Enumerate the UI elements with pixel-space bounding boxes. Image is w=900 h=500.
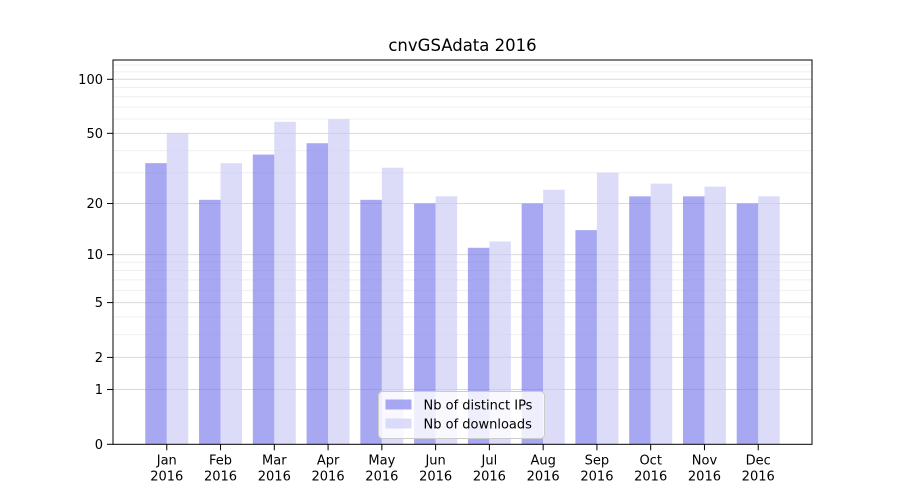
bar-distinct-ips bbox=[682, 196, 705, 445]
x-tick-month-label: Jul bbox=[481, 453, 498, 468]
x-tick-year-label: 2016 bbox=[634, 469, 667, 484]
plot-border bbox=[112, 59, 813, 445]
bar-downloads bbox=[704, 186, 726, 445]
bar-distinct-ips bbox=[575, 230, 597, 445]
y-tick-label: 10 bbox=[86, 248, 103, 263]
bar-distinct-ips bbox=[306, 143, 329, 445]
y-tick-label: 20 bbox=[86, 197, 103, 212]
y-tick-label: 2 bbox=[95, 351, 103, 366]
x-tick-month-label: Sep bbox=[585, 453, 610, 468]
x-tick-year-label: 2016 bbox=[365, 469, 398, 484]
bar-layer bbox=[145, 119, 780, 445]
chart-title: cnvGSAdata 2016 bbox=[388, 36, 536, 55]
x-tick-year-label: 2016 bbox=[419, 469, 452, 484]
bar-downloads bbox=[381, 167, 404, 445]
y-tick-label: 1 bbox=[95, 383, 103, 398]
x-tick-year-label: 2016 bbox=[150, 469, 183, 484]
x-tick-year-label: 2016 bbox=[580, 469, 613, 484]
y-tick-label: 50 bbox=[86, 127, 103, 142]
x-tick-month-label: Jun bbox=[424, 453, 445, 468]
x-tick-year-label: 2016 bbox=[688, 469, 721, 484]
legend-swatch-distinct-ips bbox=[385, 399, 412, 410]
legend-label: Nb of downloads bbox=[424, 418, 533, 433]
y-tick-label: 100 bbox=[78, 73, 103, 88]
bar-downloads bbox=[166, 133, 189, 445]
x-tick-year-label: 2016 bbox=[527, 469, 560, 484]
bar-downloads bbox=[758, 196, 780, 445]
bar-distinct-ips bbox=[629, 196, 651, 445]
x-tick-year-label: 2016 bbox=[742, 469, 775, 484]
bar-downloads bbox=[435, 196, 458, 445]
bar-downloads bbox=[328, 119, 350, 445]
legend: Nb of distinct IPs Nb of downloads bbox=[378, 391, 545, 439]
bar-distinct-ips bbox=[521, 203, 544, 445]
x-tick-month-label: Jan bbox=[156, 453, 177, 468]
x-tick-year-label: 2016 bbox=[312, 469, 345, 484]
x-tick-year-label: 2016 bbox=[258, 469, 291, 484]
x-tick-year-label: 2016 bbox=[473, 469, 506, 484]
bar-downloads bbox=[543, 189, 565, 445]
x-tick-month-label: Oct bbox=[639, 453, 661, 468]
bar-distinct-ips bbox=[252, 154, 275, 445]
bar-distinct-ips bbox=[360, 199, 382, 445]
bar-downloads bbox=[596, 172, 619, 445]
bar-distinct-ips bbox=[199, 199, 221, 445]
axis-layer: 0125102050100Jan2016Feb2016Mar2016Apr201… bbox=[78, 59, 813, 484]
bar-downloads bbox=[220, 163, 243, 445]
y-tick-label: 5 bbox=[95, 296, 103, 311]
legend-label: Nb of distinct IPs bbox=[424, 399, 533, 414]
x-tick-month-label: Feb bbox=[209, 453, 232, 468]
bar-distinct-ips bbox=[736, 203, 759, 445]
legend-swatch-downloads bbox=[385, 418, 412, 429]
bar-downloads bbox=[274, 121, 296, 445]
x-tick-month-label: Mar bbox=[262, 453, 287, 468]
y-tick-label: 0 bbox=[95, 438, 103, 453]
x-tick-year-label: 2016 bbox=[204, 469, 237, 484]
bar-distinct-ips bbox=[414, 203, 436, 445]
x-tick-month-label: Nov bbox=[692, 453, 718, 468]
x-tick-month-label: Dec bbox=[746, 453, 771, 468]
x-tick-month-label: Apr bbox=[317, 453, 340, 468]
x-tick-month-label: May bbox=[368, 453, 395, 468]
legend-box bbox=[378, 391, 545, 439]
bar-distinct-ips bbox=[145, 163, 167, 445]
bar-downloads bbox=[650, 183, 673, 445]
x-tick-month-label: Aug bbox=[530, 453, 555, 468]
